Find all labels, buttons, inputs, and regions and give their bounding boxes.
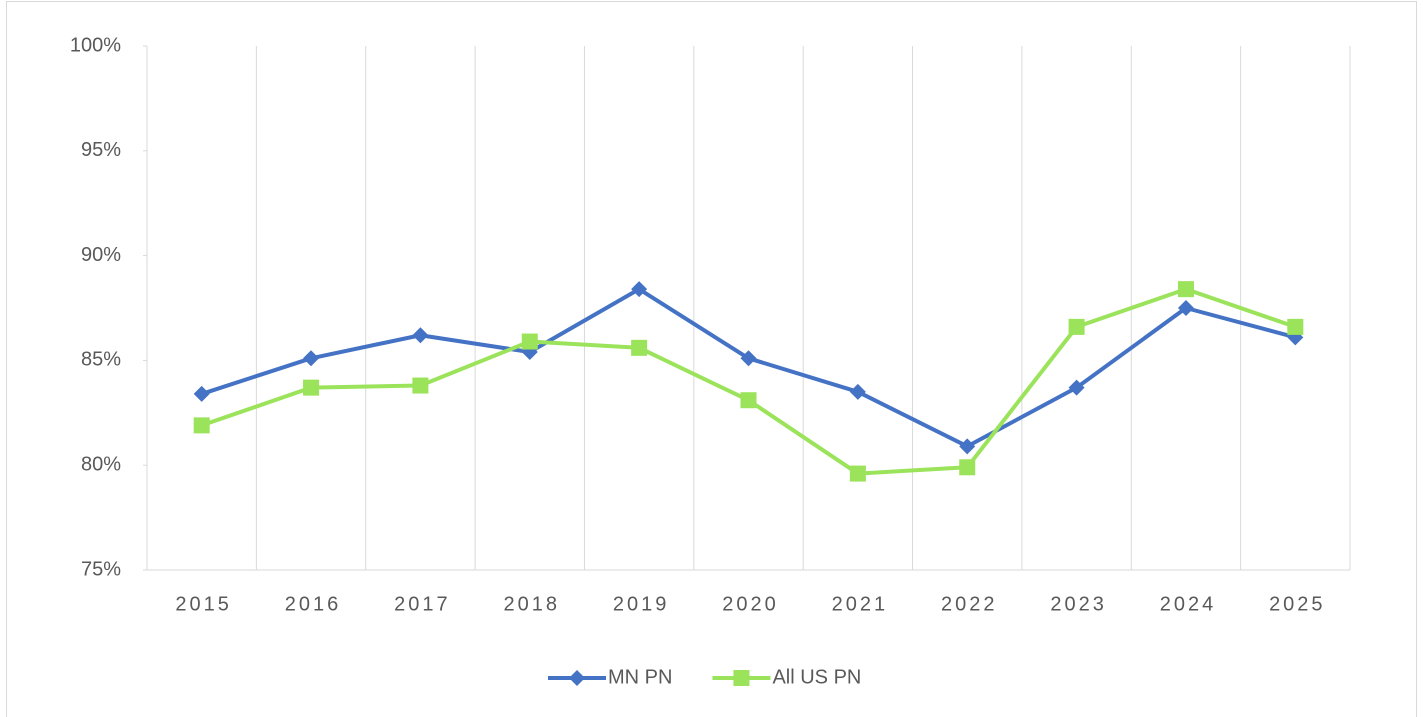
marker <box>631 339 648 356</box>
x-tick-label: 2023 <box>1050 593 1107 615</box>
x-tick-label: 2017 <box>394 593 451 615</box>
x-tick-label: 2020 <box>722 593 779 615</box>
marker <box>412 327 429 344</box>
x-tick-label: 2024 <box>1160 593 1217 615</box>
marker <box>1177 300 1194 316</box>
y-tick-label: 100% <box>70 34 121 56</box>
marker <box>740 350 757 367</box>
legend: MN PN All US PN <box>548 666 861 688</box>
x-tick-label: 2022 <box>941 593 998 615</box>
marker <box>521 333 538 350</box>
marker <box>412 377 429 394</box>
marker <box>849 465 866 482</box>
marker <box>303 350 320 367</box>
y-tick-label: 75% <box>81 558 121 580</box>
marker <box>959 438 976 455</box>
x-tick-label: 2018 <box>504 593 561 615</box>
legend-label: All US PN <box>772 666 861 688</box>
y-tick-label: 85% <box>81 349 121 371</box>
x-tick-label: 2021 <box>832 593 889 615</box>
marker <box>631 281 648 298</box>
marker <box>740 392 757 409</box>
marker <box>193 385 210 402</box>
x-tick-label: 2025 <box>1269 593 1326 615</box>
y-tick-label: 80% <box>81 453 121 475</box>
marker <box>1287 318 1304 335</box>
y-tick-label: 90% <box>81 244 121 266</box>
chart-border <box>6 1 1417 717</box>
marker <box>1068 379 1085 396</box>
marker <box>849 383 866 400</box>
x-tick-label: 2016 <box>285 593 342 615</box>
y-tick-label: 95% <box>81 139 121 161</box>
marker <box>569 670 585 686</box>
marker <box>959 459 976 476</box>
marker <box>733 670 750 686</box>
legend-label: MN PN <box>608 666 672 688</box>
marker <box>193 417 210 434</box>
marker <box>1177 281 1194 298</box>
marker <box>303 379 320 396</box>
x-tick-label: 2015 <box>175 593 232 615</box>
x-tick-label: 2019 <box>613 593 670 615</box>
marker <box>1068 318 1085 335</box>
